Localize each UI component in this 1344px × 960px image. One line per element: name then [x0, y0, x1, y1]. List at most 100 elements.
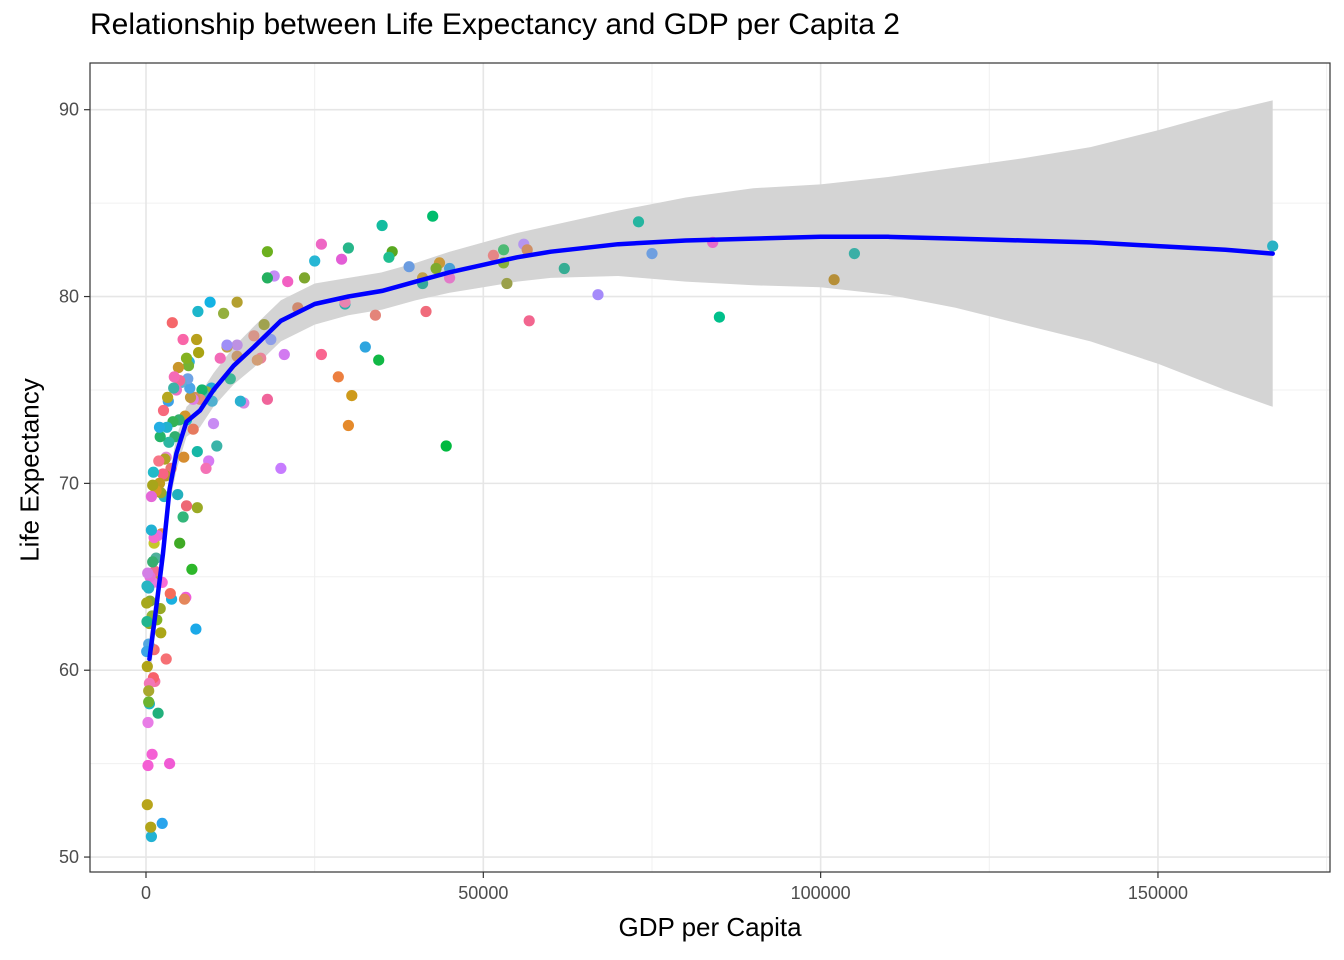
data-point	[191, 502, 203, 514]
data-point	[146, 748, 158, 760]
y-tick-label: 80	[59, 287, 79, 307]
trend-line-layer	[147, 234, 1275, 662]
data-point	[163, 436, 175, 448]
data-point	[153, 421, 166, 433]
data-point	[142, 567, 154, 579]
data-point	[558, 262, 570, 275]
data-point	[141, 660, 153, 673]
data-point	[376, 219, 388, 232]
confidence-band-layer	[149, 100, 1273, 682]
data-point	[523, 315, 535, 327]
data-point	[498, 244, 510, 256]
data-point	[430, 262, 442, 275]
data-point	[186, 563, 198, 575]
data-point	[251, 354, 263, 366]
data-point	[155, 627, 167, 639]
data-point	[145, 490, 157, 503]
data-point	[168, 382, 180, 394]
data-point	[207, 418, 220, 430]
y-tick-label: 90	[59, 100, 79, 120]
data-point	[152, 707, 164, 719]
data-point	[261, 272, 273, 284]
data-point	[193, 347, 205, 359]
data-point	[258, 319, 270, 331]
data-point	[145, 524, 157, 536]
data-point	[168, 371, 180, 383]
data-point	[346, 390, 358, 402]
data-point	[373, 354, 385, 366]
data-point	[164, 588, 176, 600]
x-tick-label: 50000	[458, 883, 508, 903]
data-point	[172, 361, 184, 374]
axis-layer: 0 50000 100000 150000 50 60 70 80 90	[59, 100, 1188, 903]
data-point	[218, 307, 230, 319]
x-axis-label: GDP per Capita	[618, 912, 802, 942]
data-point	[231, 296, 243, 308]
data-point	[403, 261, 415, 273]
data-point	[184, 382, 196, 394]
x-tick-label: 150000	[1128, 883, 1188, 903]
data-point	[309, 255, 321, 267]
data-point	[282, 276, 294, 288]
y-tick-label: 70	[59, 473, 79, 493]
data-point	[184, 391, 197, 403]
data-point	[231, 339, 243, 351]
data-point	[298, 272, 311, 284]
data-point	[141, 580, 153, 592]
data-point	[143, 685, 155, 697]
data-point	[828, 274, 840, 286]
data-point	[359, 341, 371, 353]
data-point	[342, 242, 354, 254]
data-point	[501, 277, 513, 290]
data-point	[190, 623, 202, 635]
data-point	[143, 696, 155, 708]
data-point	[487, 249, 499, 261]
data-point	[191, 446, 203, 458]
data-point	[275, 462, 287, 474]
data-point	[157, 468, 169, 480]
data-point	[420, 305, 432, 318]
data-point	[646, 248, 658, 260]
data-point	[142, 759, 154, 772]
data-point	[177, 333, 189, 346]
data-point	[632, 216, 645, 228]
data-point	[191, 333, 203, 346]
data-point	[177, 511, 189, 523]
data-point	[221, 339, 233, 351]
data-point	[336, 253, 348, 265]
data-point	[196, 384, 208, 396]
data-point	[315, 238, 327, 250]
data-point	[153, 455, 165, 467]
chart-title: Relationship between Life Expectancy and…	[90, 8, 900, 41]
data-point	[278, 348, 290, 361]
data-point	[200, 462, 212, 474]
data-point	[211, 440, 223, 452]
data-point	[1267, 240, 1279, 252]
data-point	[156, 817, 168, 830]
data-point	[180, 500, 193, 512]
data-point	[178, 451, 190, 463]
data-point	[162, 391, 174, 403]
data-point	[521, 244, 533, 256]
data-point	[141, 799, 153, 811]
data-point	[178, 593, 191, 605]
points-layer	[141, 210, 1279, 843]
data-point	[261, 393, 273, 405]
data-point	[248, 330, 260, 342]
data-point	[848, 248, 861, 260]
data-point	[147, 479, 159, 491]
data-point	[261, 246, 273, 258]
data-point	[234, 395, 246, 407]
data-point	[145, 830, 157, 843]
data-point	[427, 210, 439, 222]
data-point	[174, 537, 186, 549]
data-point	[192, 305, 204, 318]
data-point	[342, 419, 354, 432]
data-point	[440, 440, 452, 452]
data-point	[592, 289, 604, 301]
x-tick-label: 100000	[791, 883, 851, 903]
data-point	[164, 758, 176, 770]
data-point	[141, 616, 153, 628]
plot-panel-border	[89, 62, 1331, 873]
